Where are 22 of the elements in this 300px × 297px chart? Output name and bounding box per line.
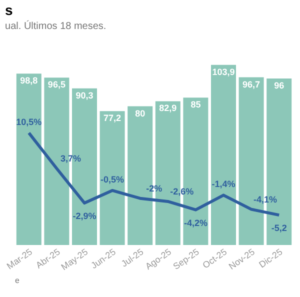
data-label: 98,8 bbox=[20, 76, 38, 86]
data-label: -4,2% bbox=[184, 218, 208, 228]
chart-title: s bbox=[5, 2, 14, 18]
chart-subtitle: ual. Últimos 18 meses. bbox=[5, 20, 106, 32]
data-label: -0,5% bbox=[100, 174, 124, 184]
data-label: -5,2 bbox=[271, 223, 287, 234]
bar bbox=[211, 64, 236, 245]
data-label: 10,5% bbox=[16, 116, 42, 127]
data-label: 82,9 bbox=[159, 103, 177, 114]
data-label: 103,9 bbox=[212, 66, 235, 77]
data-label: 96,7 bbox=[242, 79, 260, 90]
data-label: -2,9% bbox=[72, 211, 96, 222]
bar bbox=[100, 111, 125, 245]
bar bbox=[16, 74, 42, 245]
data-label: 90,3 bbox=[76, 90, 94, 100]
data-label: 96 bbox=[274, 80, 284, 91]
data-label: 80 bbox=[135, 108, 146, 118]
data-label: -1,4% bbox=[212, 179, 236, 190]
data-label: 85 bbox=[190, 100, 201, 110]
data-label: 96,5 bbox=[48, 80, 66, 90]
text: e bbox=[15, 276, 20, 285]
data-label: 77,2 bbox=[104, 113, 122, 124]
